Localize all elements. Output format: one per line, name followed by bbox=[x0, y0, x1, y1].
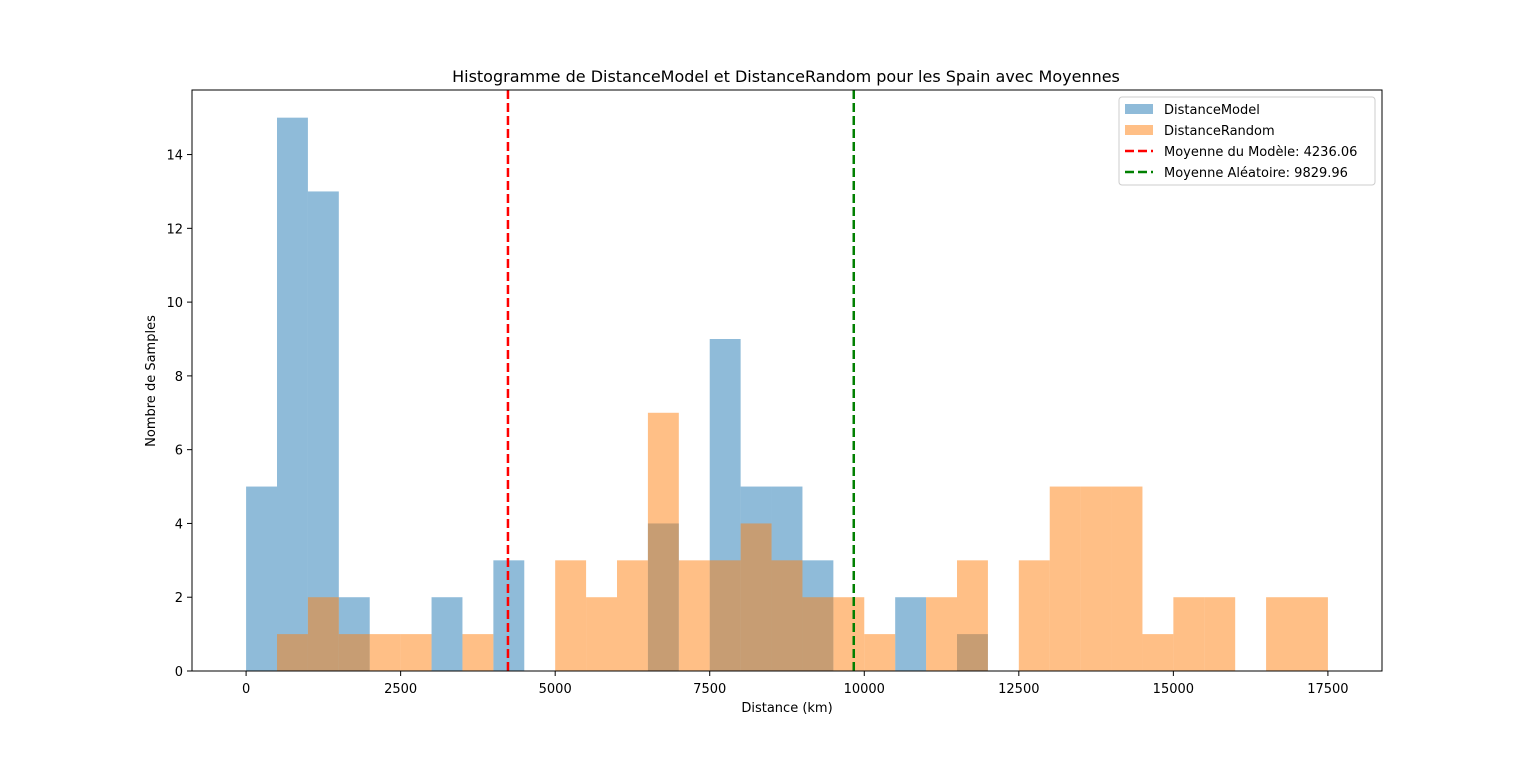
bar-distancerandom-1 bbox=[307, 597, 339, 671]
bar-distancerandom-11 bbox=[709, 560, 741, 671]
y-tick-label: 12 bbox=[166, 222, 183, 237]
bar-distancerandom-25 bbox=[1204, 597, 1236, 671]
x-axis: 0 2500 5000 7500 10000 12500 15000 17500 bbox=[242, 671, 1349, 697]
bars-layer bbox=[246, 117, 1328, 671]
bar-distancerandom-26 bbox=[1266, 597, 1297, 671]
bar-distancerandom-16 bbox=[864, 634, 896, 671]
mean-lines-layer bbox=[506, 90, 856, 671]
bar-distancerandom-7 bbox=[586, 597, 617, 671]
legend-swatch bbox=[1125, 104, 1153, 114]
y-tick-label: 2 bbox=[175, 591, 183, 606]
y-tick-label: 14 bbox=[166, 149, 183, 164]
y-axis-label: Nombre de Samples bbox=[144, 315, 159, 447]
plot-frame bbox=[191, 89, 1383, 672]
x-tick-label: 10000 bbox=[844, 682, 885, 697]
x-tick-label: 5000 bbox=[539, 682, 572, 697]
bar-distancerandom-4 bbox=[400, 634, 432, 671]
y-tick-label: 6 bbox=[175, 444, 183, 459]
legend-box bbox=[1118, 96, 1376, 186]
bar-distancerandom-27 bbox=[1297, 597, 1328, 671]
bar-distancerandom-15 bbox=[833, 597, 865, 671]
y-tick-label: 10 bbox=[166, 296, 183, 311]
bar-distancemodel-11 bbox=[895, 597, 927, 671]
legend-label: Moyenne Aléatoire: 9829.96 bbox=[1164, 166, 1348, 181]
bar-distancemodel-4 bbox=[431, 597, 463, 671]
bar-distancerandom-24 bbox=[1173, 597, 1205, 671]
x-tick-label: 7500 bbox=[693, 682, 726, 697]
x-tick-label: 0 bbox=[242, 682, 250, 697]
legend-swatch bbox=[1125, 125, 1153, 135]
bar-distancerandom-10 bbox=[678, 560, 710, 671]
bar-distancerandom-14 bbox=[802, 597, 834, 671]
bar-distancerandom-6 bbox=[555, 560, 587, 671]
bar-distancerandom-8 bbox=[617, 560, 648, 671]
bar-distancerandom-13 bbox=[771, 560, 803, 671]
bar-distancemodel-1 bbox=[277, 117, 308, 671]
x-axis-label: Distance (km) bbox=[741, 701, 832, 716]
bar-distancerandom-22 bbox=[1111, 486, 1143, 671]
chart-title: Histogramme de DistanceModel et Distance… bbox=[452, 67, 1120, 86]
x-tick-label: 17500 bbox=[1307, 682, 1348, 697]
legend: DistanceModel DistanceRandom Moyenne du Mo… bbox=[1118, 96, 1376, 186]
legend-label: Moyenne du Modèle: 4236.06 bbox=[1164, 145, 1357, 160]
bar-distancerandom-18 bbox=[957, 560, 988, 671]
bar-distancemodel-0 bbox=[246, 486, 277, 671]
bar-distancerandom-2 bbox=[338, 634, 370, 671]
bar-distancerandom-20 bbox=[1049, 486, 1081, 671]
y-tick-label: 0 bbox=[175, 665, 183, 680]
x-tick-label: 2500 bbox=[384, 682, 417, 697]
y-tick-label: 8 bbox=[175, 370, 183, 385]
legend-label: DistanceRandom bbox=[1164, 124, 1275, 139]
bar-distancerandom-17 bbox=[926, 597, 957, 671]
bar-distancerandom-21 bbox=[1080, 486, 1112, 671]
bar-distancerandom-23 bbox=[1142, 634, 1174, 671]
bar-distancerandom-5 bbox=[462, 634, 494, 671]
y-axis: 0 2 4 6 8 10 12 14 bbox=[166, 149, 192, 680]
legend-label: DistanceModel bbox=[1164, 103, 1260, 118]
bar-distancerandom-3 bbox=[369, 634, 401, 671]
bar-distancemodel-2 bbox=[307, 191, 339, 671]
bar-distancerandom-12 bbox=[740, 523, 772, 671]
x-tick-label: 12500 bbox=[998, 682, 1039, 697]
x-tick-label: 15000 bbox=[1153, 682, 1194, 697]
y-tick-label: 4 bbox=[175, 517, 183, 532]
bar-distancerandom-9 bbox=[647, 412, 679, 671]
bar-distancerandom-19 bbox=[1018, 560, 1050, 671]
bar-distancerandom-0 bbox=[277, 634, 308, 671]
